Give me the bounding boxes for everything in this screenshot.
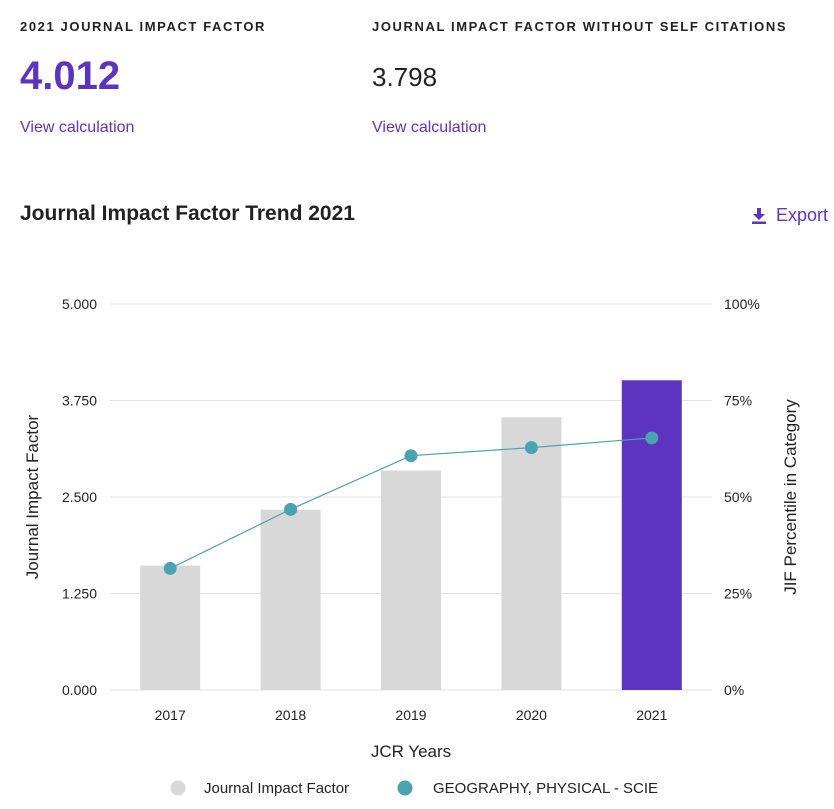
x-tick-label: 2020 — [516, 707, 547, 723]
jif-view-calculation-link[interactable]: View calculation — [20, 119, 135, 136]
y2-tick-label: 75% — [724, 393, 752, 409]
download-icon — [751, 207, 766, 224]
percentile-point — [284, 502, 298, 516]
bar — [260, 509, 321, 690]
y2-tick-label: 25% — [724, 586, 752, 602]
bar — [381, 470, 441, 690]
jif-no-self-label: JOURNAL IMPACT FACTOR WITHOUT SELF CITAT… — [372, 19, 788, 34]
legend-marker-percentile — [397, 780, 413, 796]
y-tick-label: 2.500 — [62, 489, 97, 505]
bar — [621, 380, 682, 690]
x-axis-title: JCR Years — [371, 742, 451, 761]
y2-tick-label: 0% — [724, 682, 744, 698]
legend-label-jif: Journal Impact Factor — [204, 780, 349, 797]
x-tick-label: 2021 — [636, 707, 667, 723]
legend-marker-jif — [170, 780, 186, 796]
y-tick-label: 0.000 — [62, 682, 97, 698]
y-tick-label: 3.750 — [62, 393, 97, 409]
percentile-point — [163, 561, 177, 575]
trend-title: Journal Impact Factor Trend 2021 — [20, 202, 355, 225]
x-tick-label: 2019 — [395, 707, 426, 723]
percentile-point — [645, 431, 659, 445]
y-tick-label: 1.250 — [62, 586, 97, 602]
bar — [140, 565, 201, 690]
jif-no-self-view-calculation-link[interactable]: View calculation — [372, 119, 487, 136]
percentile-point — [524, 441, 538, 455]
bar — [501, 417, 562, 690]
y2-tick-label: 100% — [724, 296, 760, 312]
y-axis-title: Journal Impact Factor — [23, 414, 42, 579]
x-tick-label: 2017 — [155, 707, 186, 723]
export-label: Export — [775, 205, 828, 225]
export-button[interactable]: Export — [751, 205, 828, 226]
percentile-point — [404, 449, 418, 463]
y2-tick-label: 50% — [724, 489, 752, 505]
jif-value: 4.012 — [20, 54, 121, 98]
legend-label-percentile: GEOGRAPHY, PHYSICAL - SCIE — [433, 780, 658, 797]
x-tick-label: 2018 — [275, 707, 306, 723]
jif-label: 2021 JOURNAL IMPACT FACTOR — [20, 19, 267, 34]
y-tick-label: 5.000 — [62, 296, 97, 312]
y2-axis-title: JIF Percentile in Category — [781, 399, 800, 595]
jif-no-self-value: 3.798 — [372, 62, 438, 92]
